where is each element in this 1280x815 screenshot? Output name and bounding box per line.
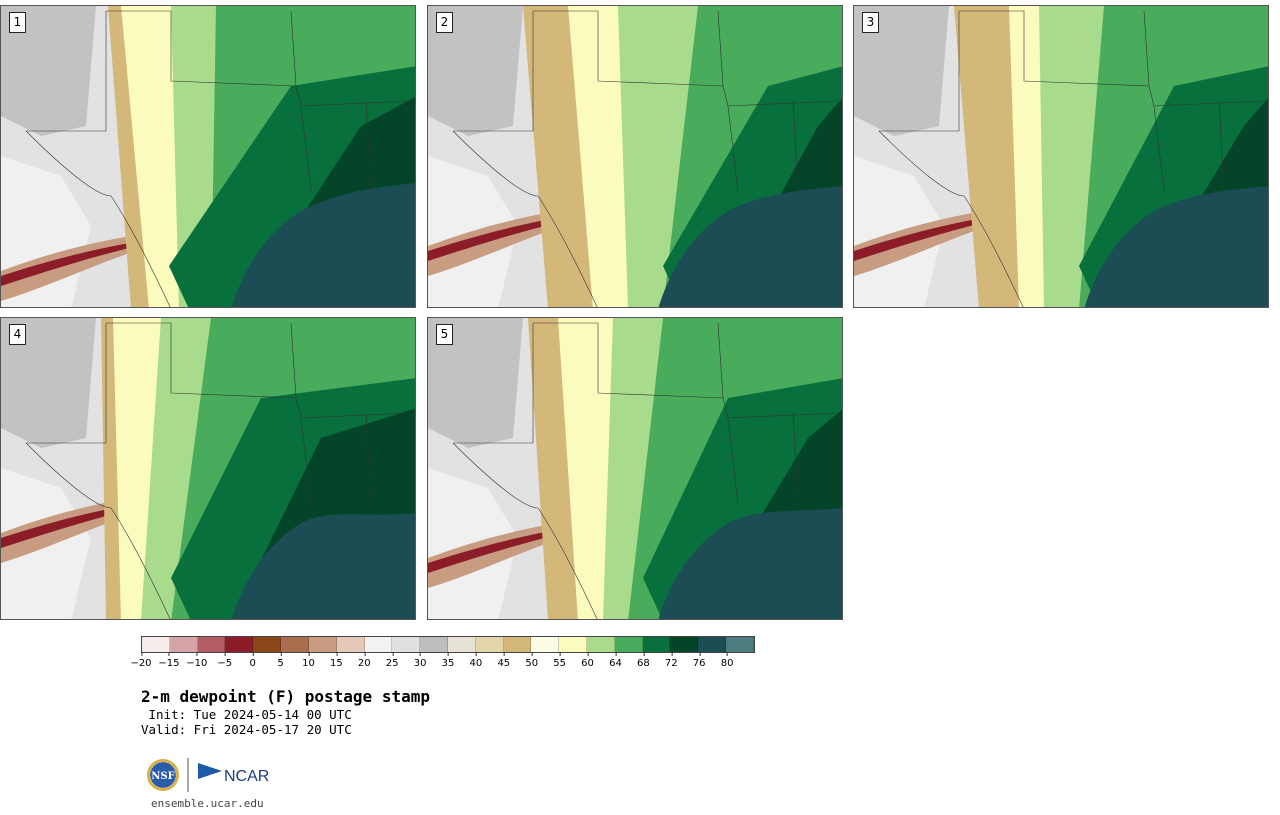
map-fill <box>1 318 415 619</box>
member-number-label: 5 <box>436 324 453 345</box>
colorbar-bin <box>142 637 170 652</box>
map-fill <box>1 6 415 307</box>
colorbar-tick-label: 30 <box>414 652 426 669</box>
colorbar-bin <box>559 637 587 652</box>
state-boundaries <box>452 322 839 619</box>
colorbar-tick-label: −5 <box>217 652 232 669</box>
ensemble-member-map-2: 2 <box>427 5 843 308</box>
colorbar-bin <box>642 637 671 652</box>
colorbar-bin <box>308 637 337 652</box>
colorbar-bin <box>392 637 421 652</box>
colorbar-tick-label: 0 <box>249 652 256 669</box>
nsf-logo-text: NSF <box>151 771 174 782</box>
colorbar-bin <box>531 637 560 652</box>
colorbar-bin <box>698 637 727 652</box>
dewpoint-map-1 <box>1 6 415 307</box>
gulf-of-mexico <box>231 513 415 619</box>
ensemble-member-map-4: 4 <box>0 317 416 620</box>
colorbar-bin <box>503 637 532 652</box>
colorbar-tick-label: 15 <box>330 652 343 669</box>
colorbar-bin <box>475 637 504 652</box>
ensemble-member-map-1: 1 <box>0 5 416 308</box>
colorbar-tick-label: 35 <box>442 652 454 669</box>
dewpoint-map-3 <box>854 6 1268 307</box>
dewpoint-map-2 <box>428 6 842 307</box>
member-number-label: 4 <box>9 324 26 345</box>
colorbar-tick-label: −15 <box>158 652 179 669</box>
colorbar-bin <box>447 637 476 652</box>
colorbar-bin <box>253 637 282 652</box>
colorbar-tick-label: 45 <box>497 652 510 669</box>
ensemble-member-map-3: 3 <box>853 5 1269 308</box>
colorbar-tick-label: 80 <box>721 652 733 669</box>
colorbar-bin <box>420 637 448 652</box>
valid-time: Valid: Fri 2024-05-17 20 UTC <box>141 722 352 737</box>
member-number-label: 2 <box>436 12 453 33</box>
colorbar-tick-label: 5 <box>277 652 284 669</box>
state-boundaries <box>452 10 839 307</box>
colorbar-tick-label: 10 <box>302 652 315 669</box>
state-boundaries <box>25 322 412 619</box>
colorbar-tick-label: 25 <box>386 652 399 669</box>
colorbar-tick-label: 20 <box>358 652 371 669</box>
ensemble-member-map-5: 5 <box>427 317 843 620</box>
colorbar-tick-label: 68 <box>637 652 650 669</box>
colorbar-bin <box>197 637 226 652</box>
colorbar-tick-label: 76 <box>693 652 706 669</box>
colorbar-bin <box>336 637 365 652</box>
gulf-of-mexico <box>231 183 415 307</box>
colorbar-bin <box>587 637 615 652</box>
colorbar-bin <box>670 637 699 652</box>
map-fill <box>428 6 842 307</box>
colorbar-tick-label: 60 <box>581 652 594 669</box>
gulf-of-mexico <box>658 508 842 619</box>
colorbar-tick-label: 50 <box>525 652 538 669</box>
member-number-label: 3 <box>862 12 879 33</box>
ncar-logo-text: NCAR <box>224 768 269 785</box>
dewpoint-map-4 <box>1 318 415 619</box>
website-link[interactable]: ensemble.ucar.edu <box>151 797 264 810</box>
gulf-of-mexico <box>1084 186 1268 307</box>
state-boundaries <box>878 10 1265 307</box>
map-fill <box>854 6 1268 307</box>
colorbar-tick-labels: −20 −15 −10 −5 0 5 10 15 20 25 30 35 40 45 50 55 60 64 68 7… <box>130 652 755 673</box>
nsf-ncar-logo: NSF NCAR <box>147 758 269 792</box>
colorbar-bin <box>225 637 254 652</box>
ncar-logo-icon <box>198 763 222 779</box>
dewpoint-map-5 <box>428 318 842 619</box>
colorbar-bin <box>726 637 754 652</box>
colorbar-bin <box>281 637 309 652</box>
init-time: Init: Tue 2024-05-14 00 UTC <box>141 707 352 722</box>
member-number-label: 1 <box>9 12 26 33</box>
colorbar-bin <box>364 637 393 652</box>
colorbar-tick-label: 55 <box>553 652 566 669</box>
gulf-of-mexico <box>658 186 842 307</box>
colorbar-tick-label: 40 <box>470 652 482 669</box>
map-fill <box>428 318 842 619</box>
colorbar-bin <box>169 637 198 652</box>
plot-title: 2-m dewpoint (F) postage stamp <box>141 687 430 706</box>
colorbar-tick-label: 72 <box>665 652 678 669</box>
state-boundaries <box>25 10 412 307</box>
colorbar-bin <box>614 637 643 652</box>
colorbar-tick-label: 64 <box>609 652 622 669</box>
dewpoint-colorbar <box>141 636 755 653</box>
colorbar-tick-label: −20 <box>130 652 152 669</box>
colorbar-tick-label: −10 <box>186 652 207 669</box>
